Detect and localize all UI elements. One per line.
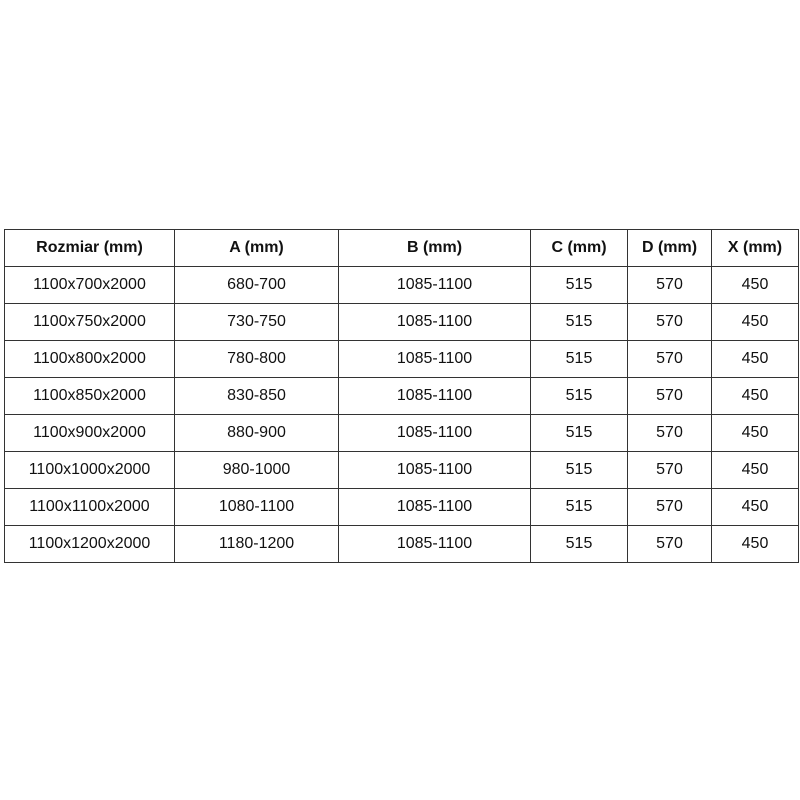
cell-a: 980-1000 <box>174 451 339 489</box>
cell-c: 515 <box>530 303 628 341</box>
cell-b: 1085-1100 <box>338 414 531 452</box>
cell-d: 570 <box>627 266 712 304</box>
table-row: 1100x1000x2000 980-1000 1085-1100 515 570 450 <box>4 451 799 489</box>
cell-b: 1085-1100 <box>338 377 531 415</box>
dimensions-table: Rozmiar (mm) A (mm) B (mm) C (mm) D (mm) X (m… <box>4 229 799 563</box>
column-header-d: D (mm) <box>627 229 712 267</box>
cell-d: 570 <box>627 451 712 489</box>
cell-size: 1100x900x2000 <box>4 414 175 452</box>
cell-c: 515 <box>530 525 628 563</box>
cell-c: 515 <box>530 451 628 489</box>
cell-size: 1100x1000x2000 <box>4 451 175 489</box>
column-header-size: Rozmiar (mm) <box>4 229 175 267</box>
table-row: 1100x800x2000 780-800 1085-1100 515 570 450 <box>4 340 799 378</box>
cell-c: 515 <box>530 377 628 415</box>
table-row: 1100x900x2000 880-900 1085-1100 515 570 450 <box>4 414 799 452</box>
cell-c: 515 <box>530 414 628 452</box>
column-header-x: X (mm) <box>711 229 799 267</box>
cell-a: 880-900 <box>174 414 339 452</box>
cell-size: 1100x700x2000 <box>4 266 175 304</box>
cell-size: 1100x850x2000 <box>4 377 175 415</box>
cell-b: 1085-1100 <box>338 340 531 378</box>
table-row: 1100x700x2000 680-700 1085-1100 515 570 450 <box>4 266 799 304</box>
cell-size: 1100x800x2000 <box>4 340 175 378</box>
header-row: Rozmiar (mm) A (mm) B (mm) C (mm) D (mm) X (m… <box>4 229 799 267</box>
cell-b: 1085-1100 <box>338 266 531 304</box>
cell-a: 680-700 <box>174 266 339 304</box>
cell-size: 1100x1200x2000 <box>4 525 175 563</box>
column-header-a: A (mm) <box>174 229 339 267</box>
cell-d: 570 <box>627 525 712 563</box>
cell-a: 1180-1200 <box>174 525 339 563</box>
table-row: 1100x1100x2000 1080-1100 1085-1100 515 570 45… <box>4 488 799 526</box>
cell-d: 570 <box>627 488 712 526</box>
cell-a: 730-750 <box>174 303 339 341</box>
cell-b: 1085-1100 <box>338 488 531 526</box>
cell-x: 450 <box>711 266 799 304</box>
cell-x: 450 <box>711 488 799 526</box>
cell-x: 450 <box>711 451 799 489</box>
cell-d: 570 <box>627 377 712 415</box>
table-row: 1100x750x2000 730-750 1085-1100 515 570 450 <box>4 303 799 341</box>
cell-x: 450 <box>711 525 799 563</box>
cell-d: 570 <box>627 303 712 341</box>
column-header-c: C (mm) <box>530 229 628 267</box>
cell-x: 450 <box>711 340 799 378</box>
cell-size: 1100x1100x2000 <box>4 488 175 526</box>
cell-c: 515 <box>530 488 628 526</box>
cell-b: 1085-1100 <box>338 303 531 341</box>
cell-x: 450 <box>711 414 799 452</box>
cell-x: 450 <box>711 377 799 415</box>
table-row: 1100x850x2000 830-850 1085-1100 515 570 450 <box>4 377 799 415</box>
cell-a: 780-800 <box>174 340 339 378</box>
column-header-b: B (mm) <box>338 229 531 267</box>
cell-x: 450 <box>711 303 799 341</box>
cell-c: 515 <box>530 266 628 304</box>
cell-a: 830-850 <box>174 377 339 415</box>
cell-c: 515 <box>530 340 628 378</box>
cell-d: 570 <box>627 340 712 378</box>
cell-b: 1085-1100 <box>338 451 531 489</box>
cell-size: 1100x750x2000 <box>4 303 175 341</box>
cell-b: 1085-1100 <box>338 525 531 563</box>
table-row: 1100x1200x2000 1180-1200 1085-1100 515 570 45… <box>4 525 799 563</box>
cell-d: 570 <box>627 414 712 452</box>
cell-a: 1080-1100 <box>174 488 339 526</box>
